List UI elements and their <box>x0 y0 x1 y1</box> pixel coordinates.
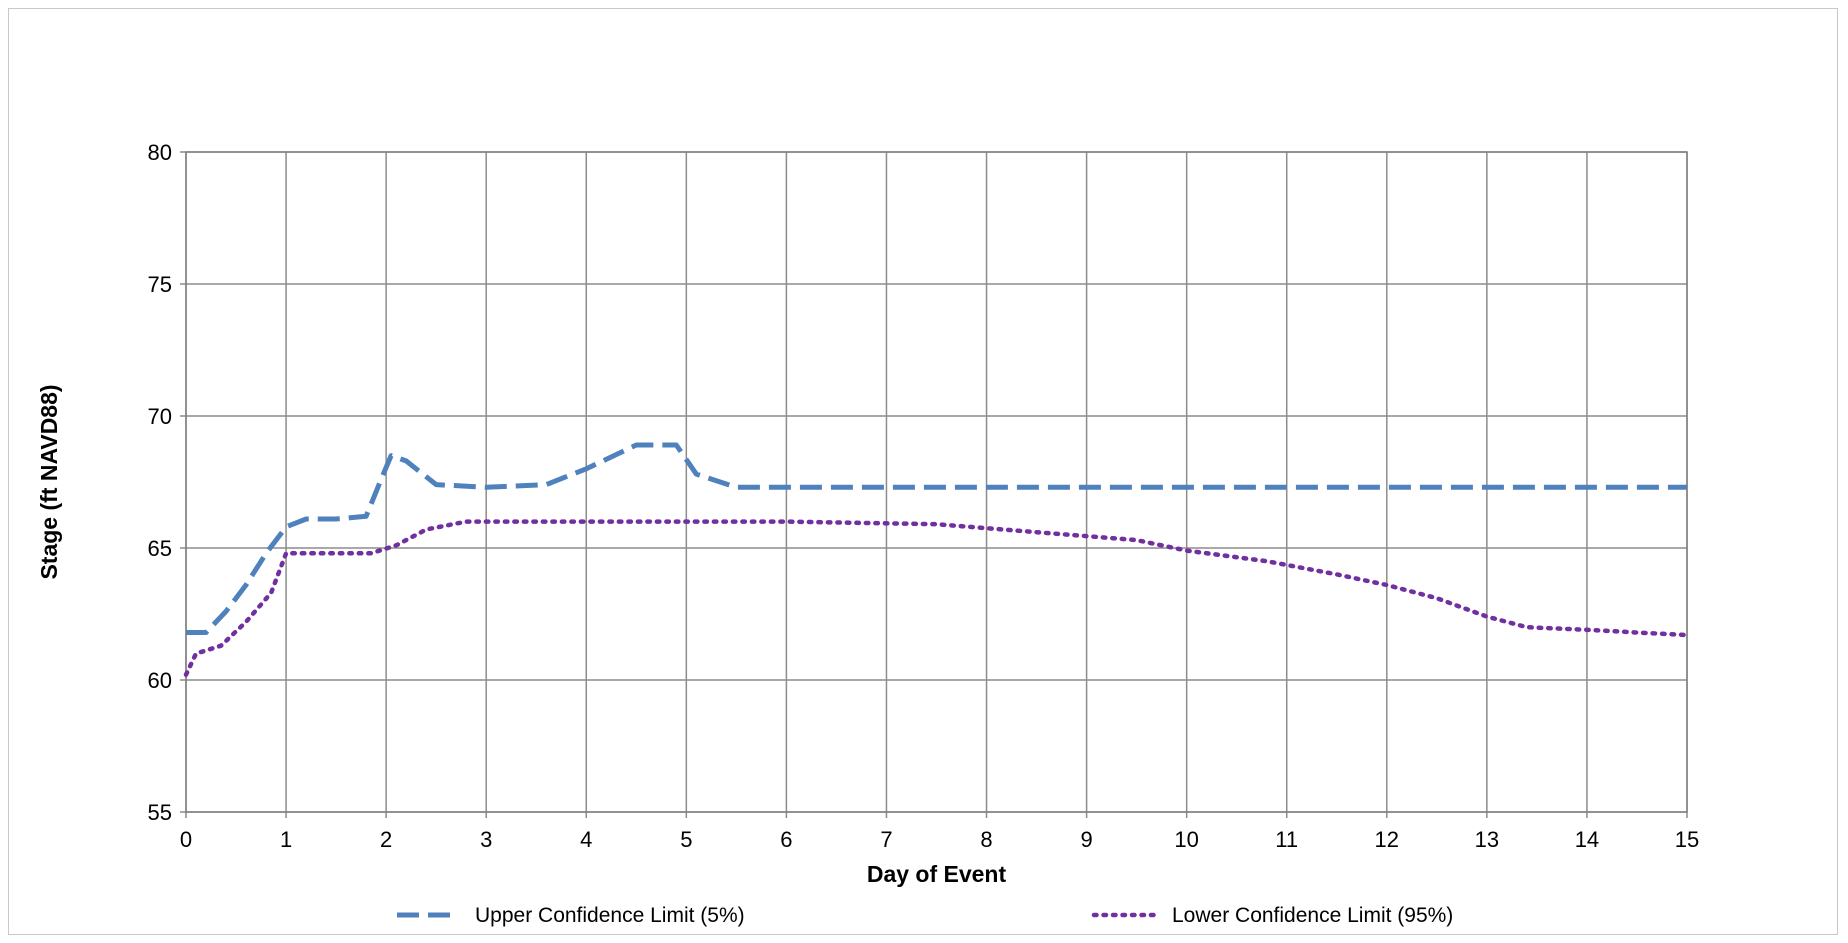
x-tick-label: 6 <box>780 827 792 852</box>
y-tick-label: 55 <box>148 800 172 825</box>
x-tick-label: 12 <box>1375 827 1399 852</box>
series-line-2 <box>183 519 1690 677</box>
x-tick-label: 10 <box>1174 827 1198 852</box>
legend: Upper Confidence Limit (5%) Lower Confide… <box>397 904 1453 927</box>
x-tick-label: 15 <box>1675 827 1699 852</box>
legend-item-1: Upper Confidence Limit (5%) <box>397 904 745 927</box>
x-tick-label: 0 <box>180 827 192 852</box>
y-tick-label: 80 <box>148 140 172 165</box>
y-tick-label: 60 <box>148 668 172 693</box>
chart-frame: 55 60 65 70 75 80 0 1 2 3 4 5 6 7 8 9 10 11 12 13 14 15 Day … <box>8 8 1838 935</box>
x-axis-title: Day of Event <box>867 861 1007 887</box>
legend-label: Upper Confidence Limit (5%) <box>475 904 745 927</box>
x-tick-label: 5 <box>680 827 692 852</box>
x-tick-label: 8 <box>980 827 992 852</box>
series-lines <box>183 442 1690 677</box>
x-tick-label: 9 <box>1080 827 1092 852</box>
legend-label: Lower Confidence Limit (95%) <box>1172 904 1453 927</box>
y-tick-label: 70 <box>148 404 172 429</box>
x-tick-label: 11 <box>1275 827 1298 852</box>
legend-item-2: Lower Confidence Limit (95%) <box>1091 904 1453 927</box>
x-tick-label: 13 <box>1475 827 1499 852</box>
series-line-1 <box>186 442 1687 635</box>
x-tick-label: 3 <box>480 827 492 852</box>
y-tick-label: 75 <box>148 272 172 297</box>
y-axis-tick-labels: 55 60 65 70 75 80 <box>148 140 172 825</box>
x-tick-label: 1 <box>280 827 292 852</box>
y-tick-label: 65 <box>148 536 172 561</box>
x-tick-label: 4 <box>580 827 592 852</box>
plot-area-border <box>185 151 1688 813</box>
x-axis-tick-labels: 0 1 2 3 4 5 6 7 8 9 10 11 12 13 14 15 <box>180 827 1699 852</box>
y-axis-title: Stage (ft NAVD88) <box>36 384 62 579</box>
x-tick-label: 7 <box>880 827 892 852</box>
x-tick-label: 14 <box>1575 827 1599 852</box>
x-tick-label: 2 <box>380 827 392 852</box>
